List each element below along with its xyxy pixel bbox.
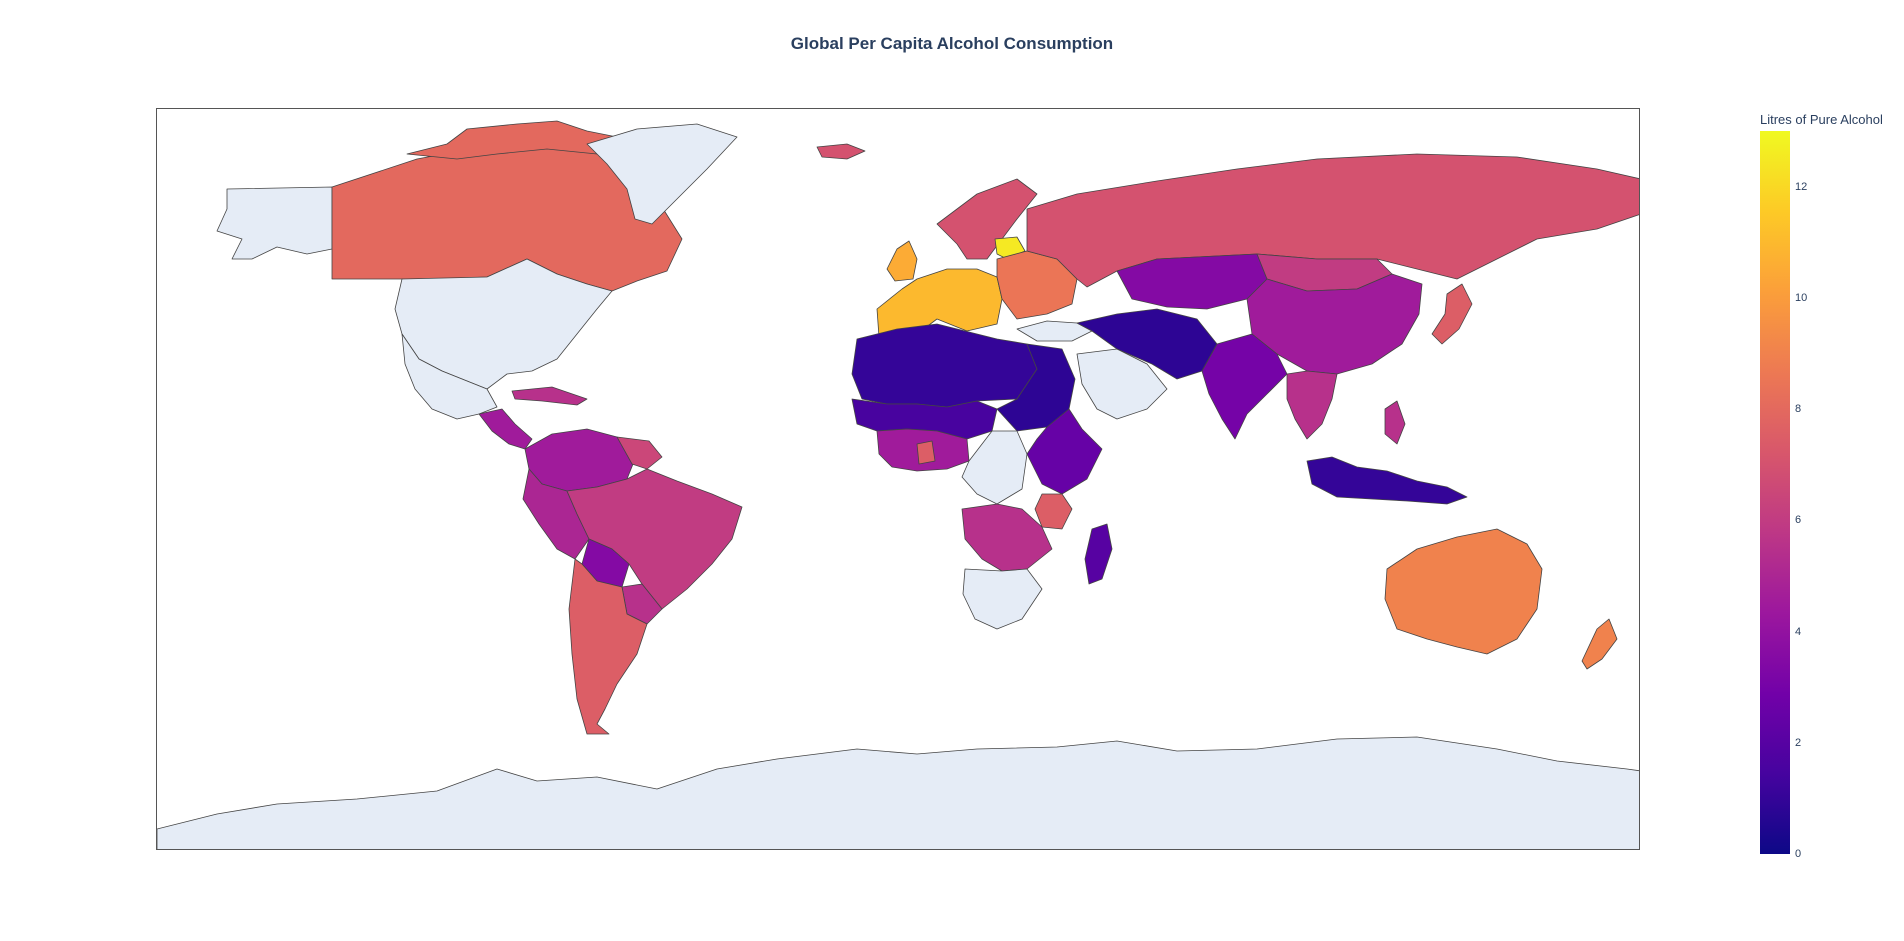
region-caribbean[interactable] <box>511 386 588 406</box>
region-mexico[interactable] <box>401 333 498 420</box>
colorbar-tick-label: 2 <box>1795 736 1802 749</box>
region-new-zealand[interactable] <box>1581 618 1618 670</box>
colorbar-tick-label: 6 <box>1795 514 1802 527</box>
region-guyana-suriname[interactable] <box>616 436 663 470</box>
region-ghana[interactable] <box>916 440 936 465</box>
region-central-america[interactable] <box>478 408 533 450</box>
region-east-africa[interactable] <box>1026 408 1103 495</box>
region-china[interactable] <box>1246 273 1423 375</box>
region-japan[interactable] <box>1431 283 1473 345</box>
region-india[interactable] <box>1201 333 1288 440</box>
region-north-africa[interactable] <box>851 323 1038 408</box>
region-arabia[interactable] <box>1076 348 1168 420</box>
colorbar-tick-label: 0 <box>1795 848 1802 860</box>
region-alaska[interactable] <box>216 186 333 260</box>
region-southern-africa[interactable] <box>962 568 1043 630</box>
colorbar-ticks: 0 2 4 6 8 10 12 <box>1795 131 1835 860</box>
region-argentina-chile[interactable] <box>568 558 648 735</box>
region-greenland[interactable] <box>586 123 738 225</box>
colorbar-tick-label: 4 <box>1795 625 1802 638</box>
region-scandinavia[interactable] <box>936 178 1038 260</box>
region-tanzania[interactable] <box>1034 493 1073 530</box>
region-russia[interactable] <box>1026 153 1640 288</box>
colorbar-tick-label: 8 <box>1795 403 1802 416</box>
region-canadian-arctic[interactable] <box>406 120 628 160</box>
region-indonesia[interactable] <box>1306 456 1468 505</box>
region-southeast-asia[interactable] <box>1286 370 1338 440</box>
colorbar-title: Litres of Pure Alcohol <box>1760 112 1883 127</box>
region-peru-ecuador[interactable] <box>522 468 590 560</box>
region-uk-ireland[interactable] <box>886 240 918 282</box>
map-title: Global Per Capita Alcohol Consumption <box>790 34 1114 53</box>
colorbar-tick-label: 12 <box>1795 180 1808 193</box>
region-central-africa[interactable] <box>961 430 1028 505</box>
colorbar-tick-label: 10 <box>1795 291 1808 304</box>
map-frame[interactable] <box>156 108 1640 850</box>
region-madagascar[interactable] <box>1084 523 1113 585</box>
region-antarctica[interactable] <box>157 736 1640 850</box>
colorbar <box>1760 131 1790 854</box>
world-map[interactable] <box>157 109 1640 850</box>
region-iceland[interactable] <box>816 143 866 160</box>
region-egypt-sudan[interactable] <box>996 343 1076 432</box>
region-angola-zambia[interactable] <box>961 503 1053 572</box>
region-australia[interactable] <box>1384 528 1543 655</box>
region-philippines[interactable] <box>1384 400 1406 445</box>
